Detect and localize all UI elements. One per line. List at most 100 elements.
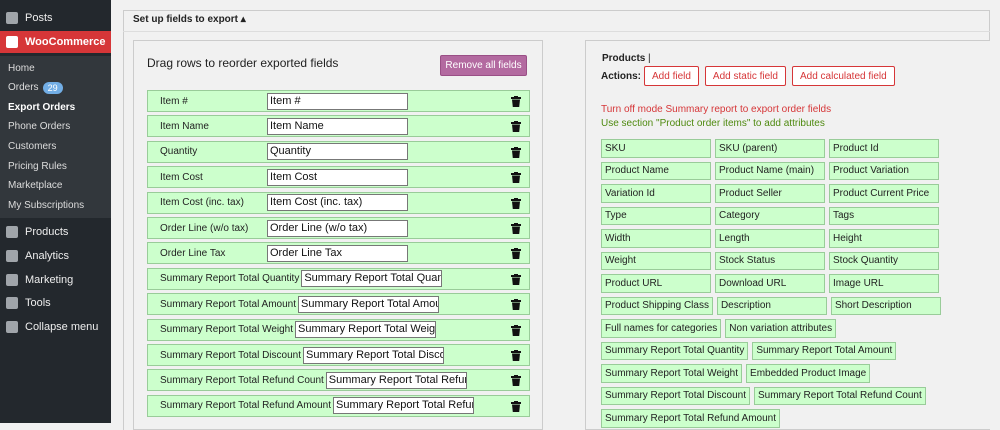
field-tag[interactable]: Summary Report Total Refund Count (753, 386, 926, 405)
trash-icon[interactable] (511, 299, 521, 311)
remove-button[interactable]: Remove all fields (440, 55, 527, 76)
trash-icon[interactable] (511, 324, 521, 336)
menu-label[interactable]: Tools (25, 297, 51, 310)
field-tag[interactable]: Length (715, 229, 825, 248)
field-input[interactable]: Summary Report Total Weight (295, 321, 437, 339)
field-tag[interactable]: SKU (parent) (715, 139, 825, 158)
trash-icon[interactable] (511, 121, 521, 133)
field-input[interactable]: Summary Report Total Amount (298, 295, 439, 313)
trash-icon[interactable] (511, 400, 521, 412)
menu-item[interactable]: Tools (0, 292, 111, 314)
section-title-text[interactable]: Set up fields to export (133, 14, 239, 25)
submenu-item[interactable]: Marketplace (8, 178, 62, 194)
field-input[interactable]: Summary Report Total Refund Count (325, 371, 467, 389)
action-button[interactable]: Add static field (704, 66, 786, 86)
menu-label[interactable]: Analytics (25, 249, 70, 262)
field-tag[interactable]: Product Seller (715, 184, 825, 203)
submenu-label[interactable]: Phone Orders (8, 121, 71, 133)
field-row[interactable]: Item Cost Item Cost (147, 166, 530, 189)
field-tag[interactable]: Height (829, 229, 939, 248)
field-row[interactable]: Item Name Item Name (147, 115, 530, 138)
submenu-item[interactable]: Orders 29 (8, 80, 63, 96)
field-row[interactable]: Order Line Tax Order Line Tax (147, 242, 530, 265)
menu-label[interactable]: Marketing (25, 273, 74, 286)
trash-icon[interactable] (511, 223, 521, 234)
field-tag[interactable]: Product Variation (829, 161, 939, 180)
submenu-label[interactable]: Marketplace (8, 180, 63, 192)
field-tag[interactable]: Product Shipping Class (601, 296, 713, 315)
field-input[interactable]: Quantity (267, 143, 408, 161)
trash-icon[interactable] (511, 248, 521, 260)
field-row[interactable]: Summary Report Total Amount Summary Repor… (147, 293, 530, 316)
field-tag[interactable]: Non variation attributes (725, 319, 837, 338)
menu-item[interactable]: Marketing (0, 269, 111, 291)
trash-icon[interactable] (511, 146, 521, 158)
menu-label[interactable]: Collapse menu (25, 321, 99, 334)
submenu-item[interactable]: Customers (8, 138, 56, 154)
menu-item[interactable]: Products (0, 221, 111, 243)
action-button[interactable]: Add calculated field (791, 66, 895, 86)
field-tag[interactable]: Summary Report Total Discount (601, 386, 750, 405)
field-tag[interactable]: Summary Report Total Refund Amount (601, 409, 781, 428)
trash-icon[interactable] (511, 172, 521, 184)
field-tag[interactable]: Download URL (715, 274, 825, 293)
field-row[interactable]: Order Line (w/o tax) Order Line (w/o tax) (147, 217, 530, 239)
field-tag[interactable]: Product Name (main) (715, 161, 825, 180)
field-row[interactable]: Summary Report Total Refund Count Summary… (147, 369, 530, 392)
field-tag[interactable]: Stock Quantity (829, 251, 939, 270)
trash-icon[interactable] (511, 350, 521, 361)
submenu-label[interactable]: Home (8, 62, 35, 74)
field-row[interactable]: Item # Item # (147, 90, 530, 112)
trash-icon[interactable] (511, 96, 521, 107)
submenu-item[interactable]: Phone Orders (8, 119, 70, 135)
field-input[interactable]: Item # (267, 92, 408, 110)
section-title[interactable]: Set up fields to export ▴ (133, 14, 246, 25)
submenu-label[interactable]: Orders (8, 82, 39, 94)
field-tag[interactable]: Image URL (829, 274, 939, 293)
submenu-item[interactable]: Home (8, 60, 35, 76)
field-row[interactable]: Summary Report Total Discount Summary Rep… (147, 344, 530, 366)
field-input[interactable]: Item Cost (inc. tax) (267, 194, 408, 212)
field-tag[interactable]: Description (716, 296, 827, 315)
field-tag[interactable]: SKU (601, 139, 711, 158)
field-tag[interactable]: Weight (601, 251, 711, 270)
menu-item[interactable]: Collapse menu (0, 316, 111, 338)
field-row[interactable]: Item Cost (inc. tax) Item Cost (inc. tax) (147, 191, 530, 214)
field-row[interactable]: Summary Report Total Refund Amount Summar… (147, 394, 530, 417)
field-input[interactable]: Summary Report Total Discount (302, 346, 444, 364)
field-tag[interactable]: Tags (829, 206, 939, 225)
menu-item[interactable]: WooCommerce (0, 31, 111, 53)
submenu-label[interactable]: Customers (8, 140, 57, 152)
menu-label[interactable]: Products (25, 226, 69, 238)
field-row[interactable]: Summary Report Total Quantity Summary Rep… (147, 267, 530, 290)
field-tag[interactable]: Product Current Price (829, 184, 939, 203)
submenu-item[interactable]: My Subscriptions (8, 197, 84, 213)
field-tag[interactable]: Product Name (601, 161, 711, 180)
field-tag[interactable]: Summary Report Total Weight (601, 364, 743, 383)
submenu-label[interactable]: Pricing Rules (8, 160, 67, 172)
field-tag[interactable]: Stock Status (715, 251, 825, 270)
trash-icon[interactable] (511, 375, 521, 387)
field-tag[interactable]: Type (601, 206, 711, 225)
field-input[interactable]: Item Name (267, 117, 408, 135)
field-tag[interactable]: Full names for categories (601, 319, 722, 338)
action-button[interactable]: Add field (644, 66, 699, 86)
field-tag[interactable]: Short Description (830, 296, 941, 315)
menu-item[interactable]: Posts (0, 7, 111, 29)
field-tag[interactable]: Summary Report Total Quantity (601, 341, 749, 360)
field-tag[interactable]: Product URL (601, 274, 711, 293)
field-tag[interactable]: Product Id (829, 139, 939, 158)
submenu-label[interactable]: Export Orders (8, 101, 76, 113)
trash-icon[interactable] (511, 273, 521, 285)
field-tag[interactable]: Summary Report Total Amount (752, 341, 897, 360)
field-tag[interactable]: Variation Id (601, 184, 711, 203)
field-row[interactable]: Summary Report Total Weight Summary Repor… (147, 318, 530, 341)
menu-label[interactable]: WooCommerce (25, 36, 106, 48)
field-tag[interactable]: Category (715, 206, 825, 225)
menu-item[interactable]: Analytics (0, 245, 111, 267)
submenu-label[interactable]: My Subscriptions (8, 199, 85, 211)
submenu-item[interactable]: Export Orders (8, 99, 75, 115)
field-input[interactable]: Order Line Tax (267, 244, 408, 262)
field-input[interactable]: Summary Report Total Refund Amount (333, 397, 475, 415)
trash-icon[interactable] (511, 197, 521, 209)
